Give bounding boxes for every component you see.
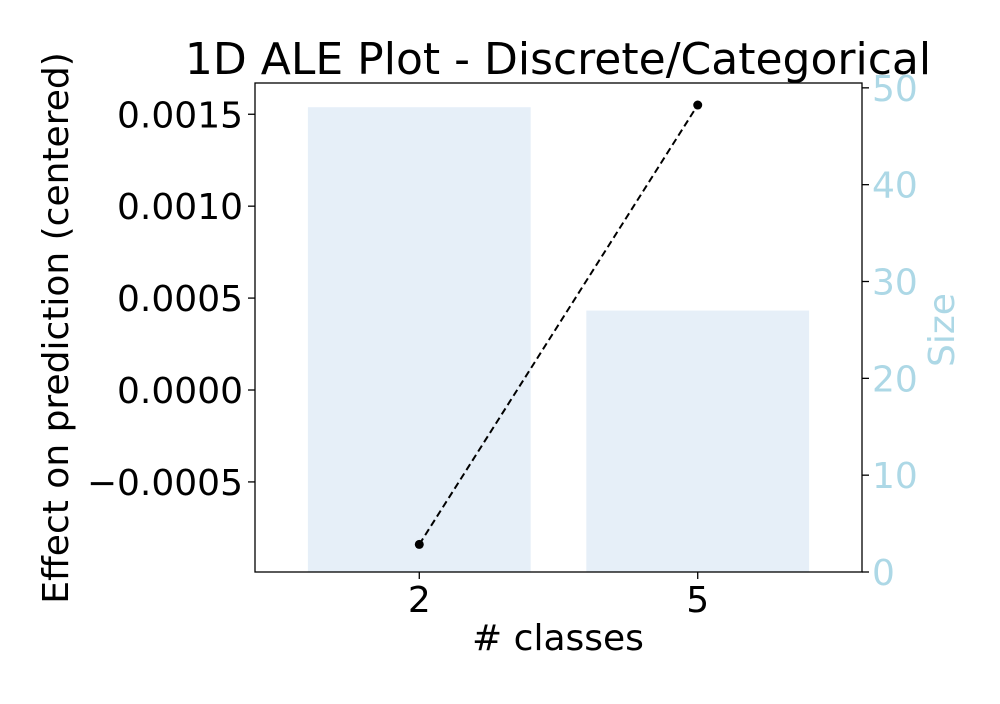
- y2-tick-label: 0: [872, 553, 895, 594]
- y2-tick-label: 40: [872, 166, 918, 207]
- y-axis-left: 0.0015 0.0010 0.0005 0.0000 −0.0005: [87, 95, 255, 504]
- plot-frame: [254, 82, 863, 573]
- y2-tick-label: 30: [872, 263, 918, 304]
- y-tick-label: −0.0005: [87, 463, 243, 504]
- ale-line-series: [414, 100, 703, 549]
- x-tick-label: 5: [686, 580, 709, 621]
- y2-tick-label: 50: [872, 69, 918, 110]
- ale-point-2: [414, 539, 424, 549]
- size-bar-2: [307, 107, 531, 573]
- y-axis-label: Effect on prediction (centered): [36, 52, 77, 604]
- size-bars: [307, 107, 810, 573]
- y2-tick-label: 10: [872, 456, 918, 497]
- y-tick-label: 0.0015: [117, 95, 243, 136]
- y2-axis-label: Size: [922, 293, 963, 367]
- y-tick-label: 0.0000: [117, 371, 243, 412]
- y-tick-label: 0.0010: [117, 187, 243, 228]
- ale-point-5: [693, 100, 703, 110]
- y-tick-label: 0.0005: [117, 279, 243, 320]
- x-tick-label: 2: [408, 580, 431, 621]
- ale-line: [418, 104, 699, 545]
- y2-tick-label: 20: [872, 359, 918, 400]
- size-bar-5: [586, 310, 810, 572]
- y-axis-right: 0 10 20 30 40 50: [862, 69, 918, 594]
- x-axis-label: # classes: [472, 618, 644, 659]
- chart-title: 1D ALE Plot - Discrete/Categorical: [185, 34, 931, 85]
